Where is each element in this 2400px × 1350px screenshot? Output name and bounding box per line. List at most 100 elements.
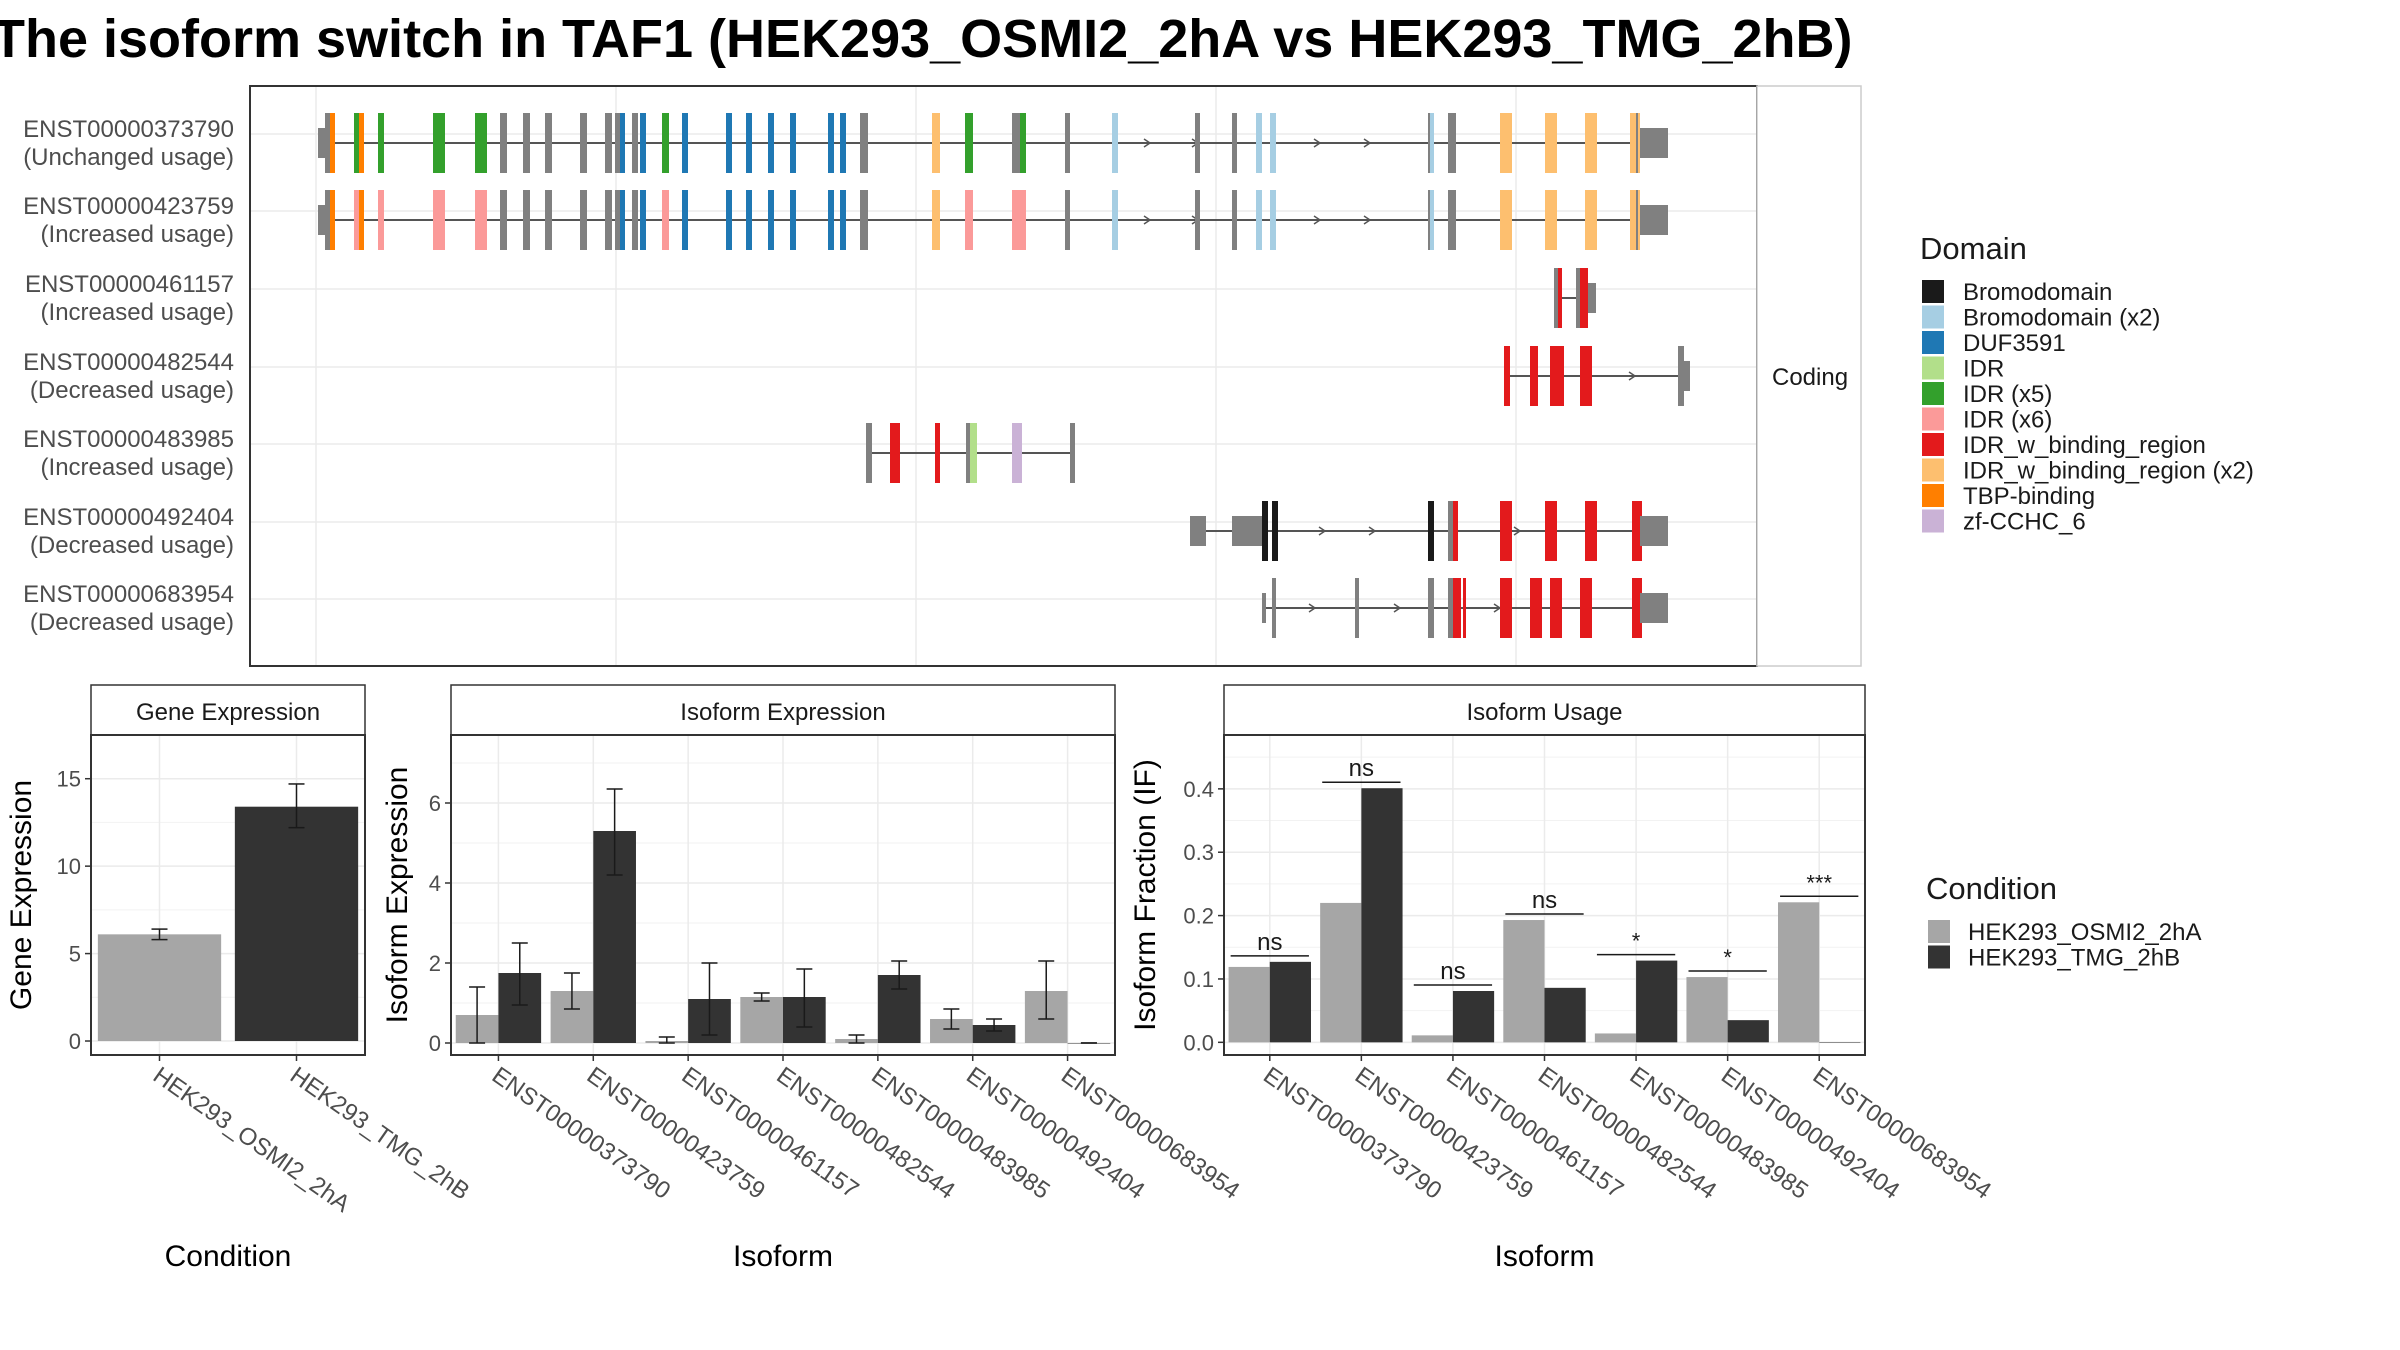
exon [1448, 578, 1453, 638]
exon [1558, 268, 1562, 328]
utr-block [1640, 205, 1668, 235]
exon [433, 113, 445, 173]
exon [932, 113, 940, 173]
exon [433, 190, 445, 250]
exon [1020, 113, 1026, 173]
exon [866, 423, 872, 483]
bar [1636, 960, 1678, 1043]
exon [1453, 501, 1458, 561]
bar [234, 806, 359, 1042]
plot-border [90, 734, 366, 1056]
domain-legend-label: TBP-binding [1963, 483, 2095, 510]
utr-block [1640, 128, 1668, 158]
exon [1580, 578, 1592, 638]
y-tick-label: 0.3 [1183, 840, 1214, 865]
exon [640, 190, 646, 250]
exon [1630, 113, 1640, 173]
exon [966, 423, 971, 483]
bar [1452, 991, 1495, 1043]
condition-legend-title: Condition [1926, 871, 2057, 906]
condition-legend-swatch [1928, 945, 1950, 969]
panel-strip [1223, 684, 1866, 736]
utr-block [1232, 516, 1264, 546]
exon [330, 113, 335, 173]
exon [615, 113, 622, 173]
bar [1269, 961, 1311, 1043]
exon [1545, 190, 1557, 250]
exon [768, 113, 774, 173]
exon [545, 190, 552, 250]
exon [1256, 113, 1262, 173]
direction-arrow [1308, 603, 1317, 613]
exon [1428, 578, 1434, 638]
bar [1228, 966, 1270, 1043]
exon [1453, 578, 1461, 638]
transcript-id-label: ENST00000461157 [25, 271, 234, 298]
exon [1632, 578, 1642, 638]
y-tick-label: 4 [429, 871, 441, 896]
exon [325, 190, 330, 250]
exon [1262, 593, 1266, 623]
transcript-id-label: ENST00000482544 [23, 349, 234, 376]
domain-legend-swatch [1922, 305, 1944, 329]
exon [378, 113, 384, 173]
y-axis-title: Isoform Expression [381, 767, 414, 1024]
exon [746, 113, 752, 173]
condition-legend-swatch [1928, 920, 1950, 943]
exon [828, 190, 834, 250]
utr-block [318, 205, 326, 235]
domain-legend-swatch [1922, 484, 1944, 507]
exon [860, 113, 868, 173]
exon [1232, 113, 1237, 173]
panel-strip [450, 684, 1116, 736]
exon [475, 113, 487, 173]
y-axis-title: Isoform Fraction (IF) [1129, 759, 1162, 1031]
direction-arrow [1318, 526, 1327, 536]
exon [840, 113, 846, 173]
exon [932, 190, 940, 250]
transcript-id-label: ENST00000683954 [23, 581, 234, 608]
bar [1361, 788, 1403, 1043]
panel-strip-title: Isoform Usage [1466, 699, 1622, 726]
exon [1576, 268, 1582, 328]
exon [580, 190, 587, 250]
exon [615, 190, 622, 250]
exon [523, 190, 530, 250]
transcript-usage-label: (Unchanged usage) [23, 144, 234, 171]
exon [1448, 501, 1453, 561]
exon [1430, 113, 1434, 173]
isoform-expression-chart: Isoform Expression0246ENST00000373790ENS… [381, 684, 1244, 1273]
bar [97, 934, 222, 1042]
exon [860, 190, 868, 250]
y-tick-label: 5 [69, 942, 81, 967]
exon [1585, 190, 1597, 250]
exon [580, 113, 587, 173]
exon [726, 190, 732, 250]
utr-block [1640, 593, 1668, 623]
exon [1232, 190, 1237, 250]
exon [1070, 423, 1075, 483]
direction-arrow [1513, 526, 1522, 536]
exon [965, 113, 973, 173]
panel-strip-title: Gene Expression [136, 699, 320, 726]
y-tick-label: 0.0 [1183, 1030, 1214, 1055]
transcript-usage-label: (Decreased usage) [30, 377, 234, 404]
exon [523, 113, 530, 173]
exon [359, 113, 364, 173]
exon [662, 190, 669, 250]
domain-legend-swatch [1922, 331, 1944, 354]
utr-block [1640, 516, 1668, 546]
exon [840, 190, 846, 250]
utr-block [1682, 361, 1690, 391]
y-tick-label: 0 [69, 1029, 81, 1054]
transcript-structure-panel: Coding ENST00000373790(Unchanged usage) EN… [23, 85, 1862, 667]
exon [359, 190, 364, 250]
exon [545, 113, 552, 173]
exon [890, 423, 900, 483]
exon [354, 190, 359, 250]
domain-legend-label: IDR_w_binding_region [1963, 432, 2206, 459]
exon [1678, 346, 1684, 406]
direction-arrow [1143, 215, 1152, 225]
bar [1594, 1033, 1637, 1043]
